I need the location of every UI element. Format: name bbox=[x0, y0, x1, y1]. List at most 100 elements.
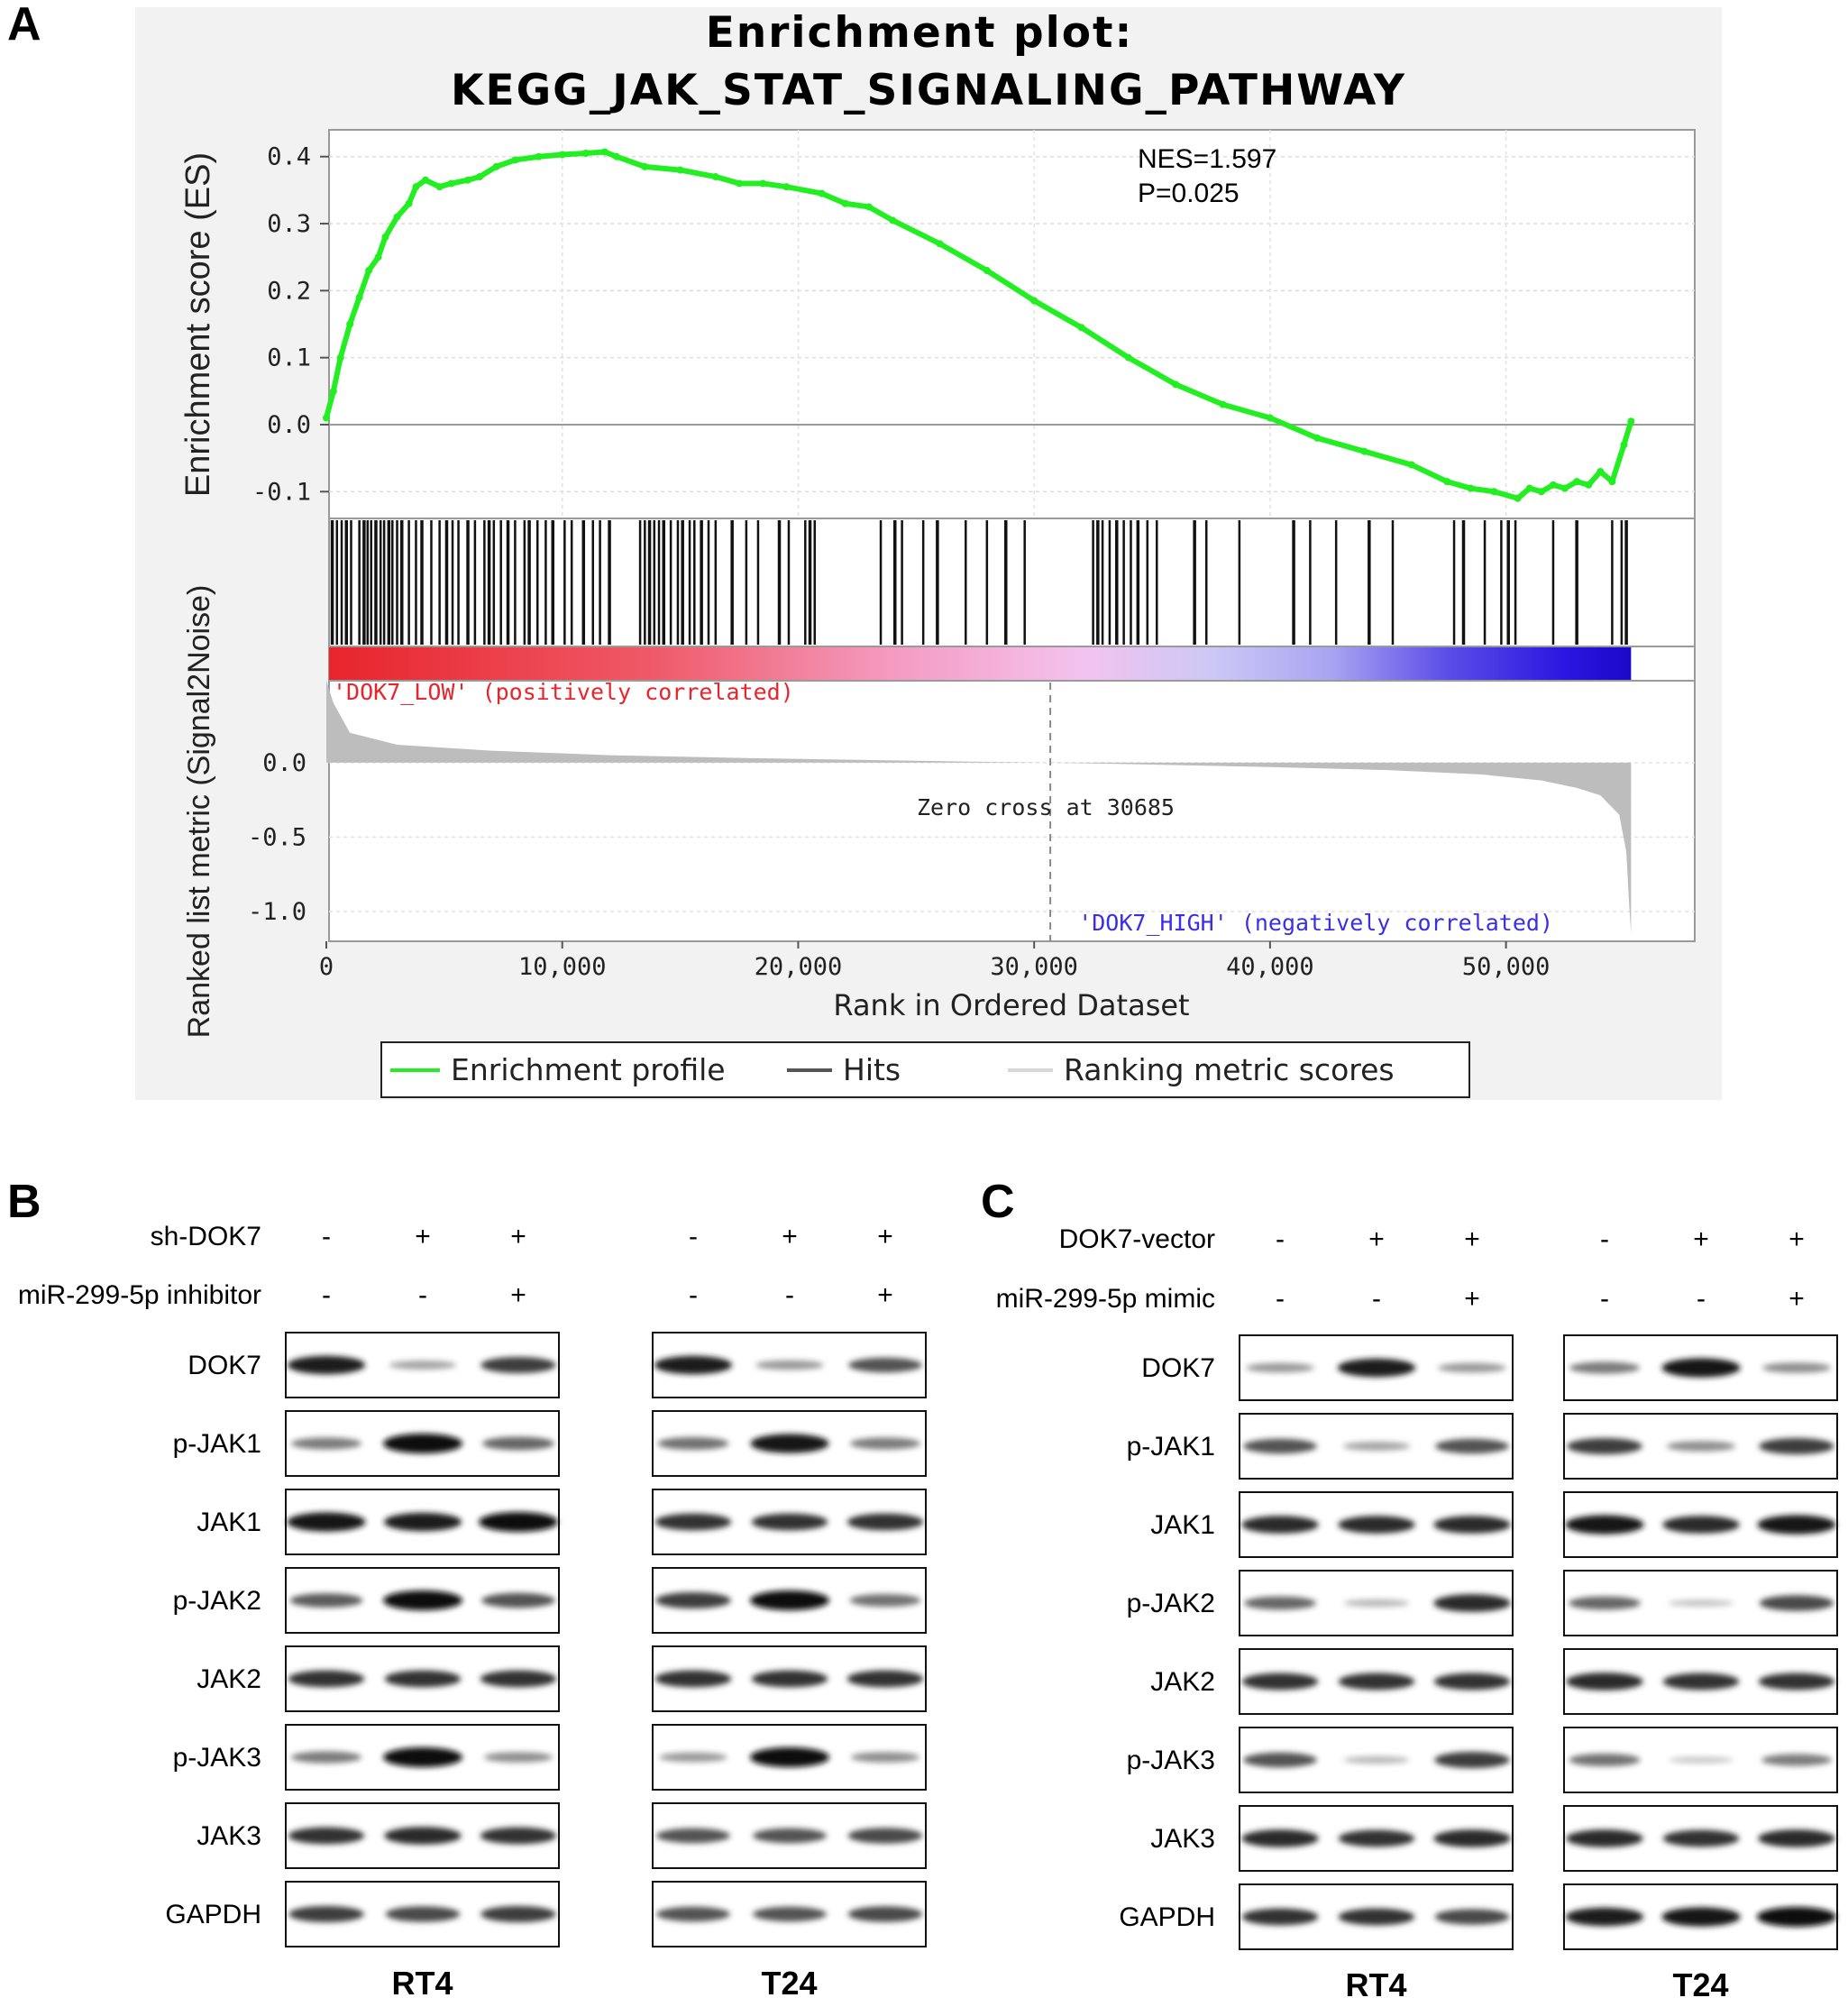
enrichment-point bbox=[600, 148, 608, 156]
enrichment-point bbox=[336, 353, 344, 362]
protein-band bbox=[1434, 1752, 1510, 1768]
enrichment-point bbox=[1219, 400, 1227, 408]
protein-band bbox=[654, 1670, 732, 1688]
condition-2-sign: - bbox=[785, 1280, 794, 1310]
enrichment-point bbox=[1407, 461, 1415, 469]
metric-y-ticks: 0.0 -0.5 -1.0 bbox=[248, 749, 1695, 926]
protein-band bbox=[753, 1828, 827, 1844]
protein-band bbox=[1661, 1358, 1741, 1378]
enrichment-point bbox=[889, 216, 897, 225]
enrichment-point bbox=[492, 162, 500, 170]
enrichment-point bbox=[323, 414, 330, 422]
protein-band bbox=[847, 1906, 923, 1922]
protein-band bbox=[1569, 1361, 1641, 1374]
enrichment-point bbox=[346, 320, 354, 328]
enrichment-point bbox=[393, 213, 401, 221]
condition-2-sign: - bbox=[1372, 1284, 1381, 1314]
protein-band bbox=[479, 1512, 558, 1532]
protein-band bbox=[389, 1361, 457, 1370]
protein-band bbox=[1758, 1672, 1835, 1691]
protein-band bbox=[1569, 1754, 1641, 1766]
legend-box bbox=[380, 1041, 1470, 1098]
x-tick-label: 10,000 bbox=[518, 953, 607, 981]
protein-band bbox=[1566, 1672, 1643, 1691]
panel-b-letter: B bbox=[7, 1176, 41, 1228]
x-tick-label: 20,000 bbox=[755, 953, 843, 981]
protein-band bbox=[383, 1512, 462, 1532]
condition-1-sign: + bbox=[877, 1222, 893, 1251]
protein-band bbox=[384, 1827, 462, 1845]
enrichment-point bbox=[405, 199, 413, 207]
protein-band bbox=[1241, 1908, 1319, 1926]
enrichment-point bbox=[365, 267, 373, 275]
condition-2-sign: + bbox=[510, 1280, 526, 1310]
protein-band bbox=[287, 1355, 366, 1375]
enrichment-point bbox=[355, 293, 363, 301]
protein-band bbox=[1433, 1672, 1511, 1691]
protein-label: JAK1 bbox=[197, 1508, 261, 1537]
condition-1-sign: + bbox=[1368, 1224, 1385, 1254]
protein-band bbox=[290, 1751, 362, 1764]
enrichment-point bbox=[1627, 417, 1635, 426]
x-tick-label: 30,000 bbox=[990, 953, 1078, 981]
protein-band bbox=[1338, 1516, 1415, 1534]
cell-line-label: RT4 bbox=[391, 1965, 453, 2002]
enrichment-point bbox=[1549, 481, 1557, 489]
condition-2-sign: - bbox=[1697, 1284, 1706, 1314]
protein-band bbox=[750, 1434, 829, 1453]
protein-band bbox=[482, 1436, 554, 1451]
enrichment-point bbox=[1172, 380, 1180, 389]
protein-band bbox=[849, 1594, 921, 1607]
protein-band bbox=[654, 1355, 733, 1375]
protein-band bbox=[480, 1827, 557, 1845]
protein-band bbox=[1244, 1596, 1316, 1610]
condition-2-sign: + bbox=[1789, 1284, 1805, 1314]
protein-band bbox=[1565, 1907, 1644, 1927]
protein-band bbox=[1435, 1438, 1509, 1454]
protein-band bbox=[1757, 1907, 1836, 1927]
protein-label: DOK7 bbox=[188, 1351, 261, 1380]
enrichment-point bbox=[1596, 467, 1605, 475]
x-tick-label: 40,000 bbox=[1226, 953, 1314, 981]
protein-band bbox=[750, 1590, 829, 1610]
enrichment-point bbox=[1313, 434, 1322, 442]
protein-band bbox=[481, 1592, 555, 1608]
protein-label: DOK7 bbox=[1141, 1353, 1215, 1383]
protein-band bbox=[1569, 1596, 1641, 1610]
enrichment-point bbox=[1573, 478, 1581, 486]
protein-band bbox=[1758, 1829, 1835, 1847]
p-value: P=0.025 bbox=[1138, 179, 1240, 208]
enrichment-point bbox=[759, 179, 767, 188]
enrichment-point bbox=[464, 176, 472, 184]
protein-band bbox=[383, 1434, 462, 1453]
metric-y-axis-label: Ranked list metric (Signal2Noise) bbox=[182, 585, 216, 1039]
protein-band bbox=[1241, 1672, 1319, 1691]
enrichment-point bbox=[841, 199, 849, 207]
protein-band bbox=[1243, 1752, 1317, 1768]
es-y-tick-label: -0.1 bbox=[252, 478, 311, 506]
condition-1-sign: + bbox=[1693, 1224, 1709, 1254]
enrichment-point bbox=[983, 267, 991, 275]
protein-band bbox=[1343, 1599, 1410, 1608]
protein-band bbox=[659, 1752, 727, 1763]
protein-band bbox=[1759, 1438, 1834, 1454]
enrichment-point bbox=[782, 183, 791, 191]
protein-band bbox=[483, 1752, 553, 1763]
protein-label: p-JAK3 bbox=[173, 1743, 261, 1773]
protein-label: JAK3 bbox=[1150, 1824, 1215, 1854]
protein-band bbox=[1241, 1516, 1319, 1534]
enrichment-point bbox=[711, 173, 719, 181]
western-blot-panel-c: - + + - - + - + + - - + DOK7 p-JAK1 JAK1 p-JAK2 JAK2 p-JA… bbox=[1119, 1224, 1838, 2003]
condition-1-sign: + bbox=[1464, 1224, 1480, 1254]
enrichment-point bbox=[1467, 484, 1475, 492]
protein-band bbox=[1343, 1755, 1410, 1764]
protein-band bbox=[383, 1747, 462, 1767]
condition-2-sign: - bbox=[418, 1280, 427, 1310]
protein-band bbox=[1338, 1908, 1415, 1926]
enrichment-point bbox=[1360, 447, 1368, 455]
enrichment-point bbox=[558, 151, 566, 159]
nes-value: NES=1.597 bbox=[1138, 144, 1276, 174]
protein-band bbox=[1662, 1516, 1740, 1534]
protein-band bbox=[755, 1360, 824, 1370]
x-tick-label: 0 bbox=[319, 953, 334, 981]
